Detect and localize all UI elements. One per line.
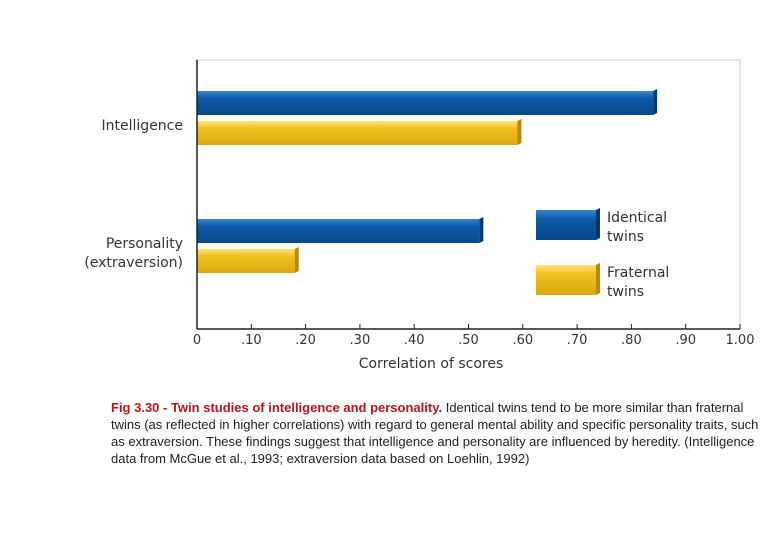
x-tick-label: .80 [621, 333, 642, 348]
x-tick-label: .90 [675, 333, 696, 348]
bar-identical-twins-intelligence [197, 89, 658, 115]
legend-label: twins [607, 229, 644, 245]
x-axis-title: Correlation of scores [359, 356, 504, 372]
x-tick-label: .70 [567, 333, 588, 348]
figure-caption: Fig 3.30 - Twin studies of intelligence … [111, 399, 759, 467]
x-tick-label: .50 [458, 333, 479, 348]
x-tick-label: .40 [404, 333, 425, 348]
x-tick-label: .30 [350, 333, 371, 348]
caption-title: Fig 3.30 - Twin studies of intelligence … [111, 400, 443, 415]
x-tick-label: .20 [295, 333, 316, 348]
legend-item-identical-twins: Identical twins [536, 208, 667, 245]
legend: Identical twins Fraternal twins [536, 208, 669, 300]
legend-item-fraternal-twins: Fraternal twins [536, 263, 669, 300]
caption-text: Identical twins tend to be more similar … [111, 400, 759, 466]
bar-identical-twins-personality [197, 217, 484, 243]
category-label-personality: Personality [106, 236, 183, 252]
category-label-personality: (extraversion) [84, 255, 183, 271]
x-tick-label: 1.00 [726, 333, 755, 348]
x-tick-label: .60 [512, 333, 533, 348]
bars-group [197, 89, 658, 273]
category-labels-group: Intelligence Personality (extraversion) [84, 118, 183, 271]
x-ticks-group: 0 .10 .20 .30 .40 .50 .60 .70 .80 .90 1.00 [193, 324, 755, 348]
bar-fraternal-twins-personality [197, 247, 299, 273]
twin-correlation-chart: 0 .10 .20 .30 .40 .50 .60 .70 .80 .90 1.00 Intelli… [84, 59, 755, 372]
legend-swatch [536, 265, 596, 295]
x-tick-label: 0 [193, 333, 201, 348]
x-tick-label: .10 [241, 333, 262, 348]
bar-fraternal-twins-intelligence [197, 119, 522, 145]
category-label-intelligence: Intelligence [102, 118, 183, 134]
legend-swatch [536, 210, 596, 240]
legend-label: Identical [607, 210, 667, 226]
legend-label: Fraternal [607, 265, 669, 281]
legend-label: twins [607, 284, 644, 300]
